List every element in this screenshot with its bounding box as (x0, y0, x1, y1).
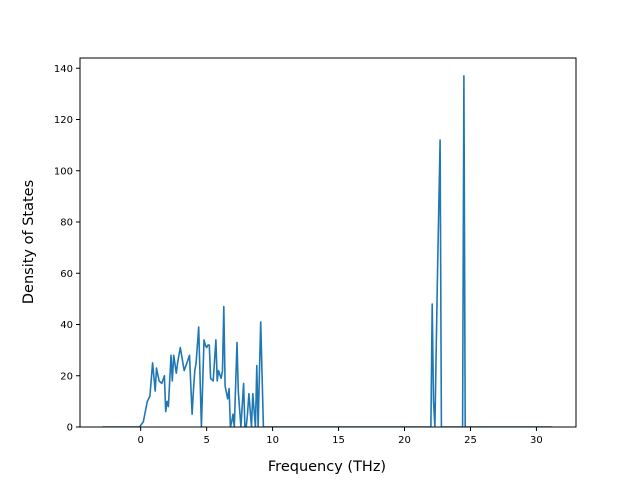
x-tick-label: 25 (464, 435, 477, 446)
y-tick-label: 120 (54, 115, 73, 126)
y-tick-label: 40 (60, 320, 73, 331)
plot-area (79, 57, 577, 428)
y-tick-label: 100 (54, 166, 73, 177)
x-tick-label: 5 (203, 435, 209, 446)
y-tick-label: 20 (60, 371, 73, 382)
x-tick-label: 30 (530, 435, 543, 446)
y-tick-label: 140 (54, 64, 73, 75)
dos-series-line-0 (102, 75, 553, 427)
x-axis-ticks: 0 5 10 15 20 25 30 (137, 427, 543, 446)
y-axis-label: Density of States (21, 180, 37, 304)
x-tick-label: 10 (266, 435, 279, 446)
x-axis-label: Frequency (THz) (268, 459, 386, 475)
y-tick-label: 60 (60, 269, 73, 280)
x-tick-label: 20 (398, 435, 411, 446)
x-tick-label: 0 (137, 435, 143, 446)
y-tick-label: 80 (60, 218, 73, 229)
y-tick-label: 0 (67, 423, 73, 434)
axes-frame (79, 57, 577, 428)
x-tick-label: 15 (332, 435, 345, 446)
y-axis-ticks: 0 20 40 60 80 100 120 140 (54, 64, 80, 434)
